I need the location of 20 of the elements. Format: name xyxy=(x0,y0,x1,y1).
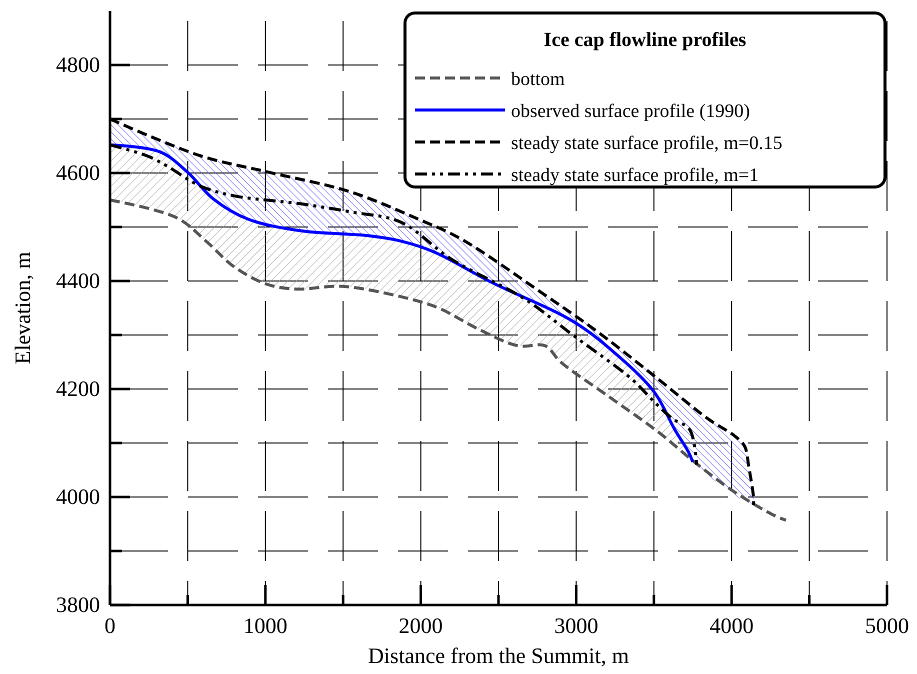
legend-label: steady state surface profile, m=0.15 xyxy=(511,133,782,154)
y-tick-label: 4800 xyxy=(56,52,100,77)
legend-label: observed surface profile (1990) xyxy=(511,101,750,122)
line-series xyxy=(108,198,788,522)
y-tick-label: 4200 xyxy=(56,376,100,401)
x-tick-label: 5000 xyxy=(865,613,909,638)
y-tick-label: 4000 xyxy=(56,484,100,509)
x-tick-label: 0 xyxy=(104,613,116,638)
legend-label: steady state surface profile, m=1 xyxy=(511,165,759,186)
y-tick-label: 4600 xyxy=(56,160,100,185)
x-axis-title: Distance from the Summit, m xyxy=(368,643,629,668)
y-tick-label: 3800 xyxy=(56,592,100,617)
x-tick-label: 2000 xyxy=(398,613,443,638)
y-tick-label: 4400 xyxy=(56,268,100,293)
y-axis-title: Elevation, m xyxy=(10,252,35,364)
x-tick-label: 4000 xyxy=(710,613,754,638)
x-tick-label: 1000 xyxy=(243,613,288,638)
legend-title: Ice cap flowline profiles xyxy=(544,29,746,51)
legend-label: bottom xyxy=(511,69,566,90)
x-tick-label: 3000 xyxy=(554,613,598,638)
